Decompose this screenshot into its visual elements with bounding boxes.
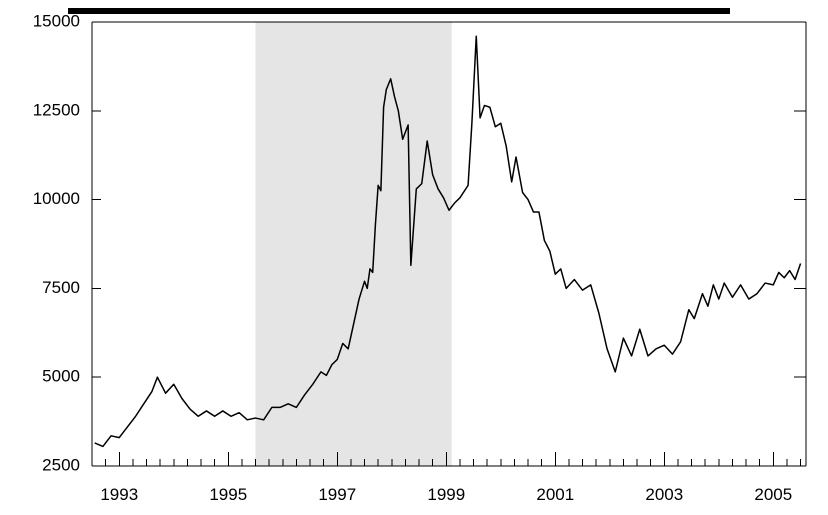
chart-svg: 2500 5000 7500 10000 12500 15000 1993 1995 1997 1… (0, 0, 828, 515)
x-tick-label: 2003 (645, 485, 683, 504)
y-tick-label: 2500 (42, 455, 80, 474)
x-tick-label: 2001 (536, 485, 574, 504)
y-tick-label: 12500 (33, 100, 80, 119)
y-tick-label: 7500 (42, 278, 80, 297)
line-chart: 2500 5000 7500 10000 12500 15000 1993 1995 1997 1… (0, 0, 828, 515)
y-tick-label: 10000 (33, 189, 80, 208)
x-tick-label: 1999 (427, 485, 465, 504)
x-tick-label: 1993 (100, 485, 138, 504)
y-tick-label: 5000 (42, 367, 80, 386)
shaded-region (256, 22, 452, 466)
title-bar (68, 8, 730, 14)
y-tick-label: 15000 (33, 11, 80, 30)
x-tick-label: 1997 (318, 485, 356, 504)
x-tick-label: 2005 (754, 485, 792, 504)
x-tick-label: 1995 (209, 485, 247, 504)
